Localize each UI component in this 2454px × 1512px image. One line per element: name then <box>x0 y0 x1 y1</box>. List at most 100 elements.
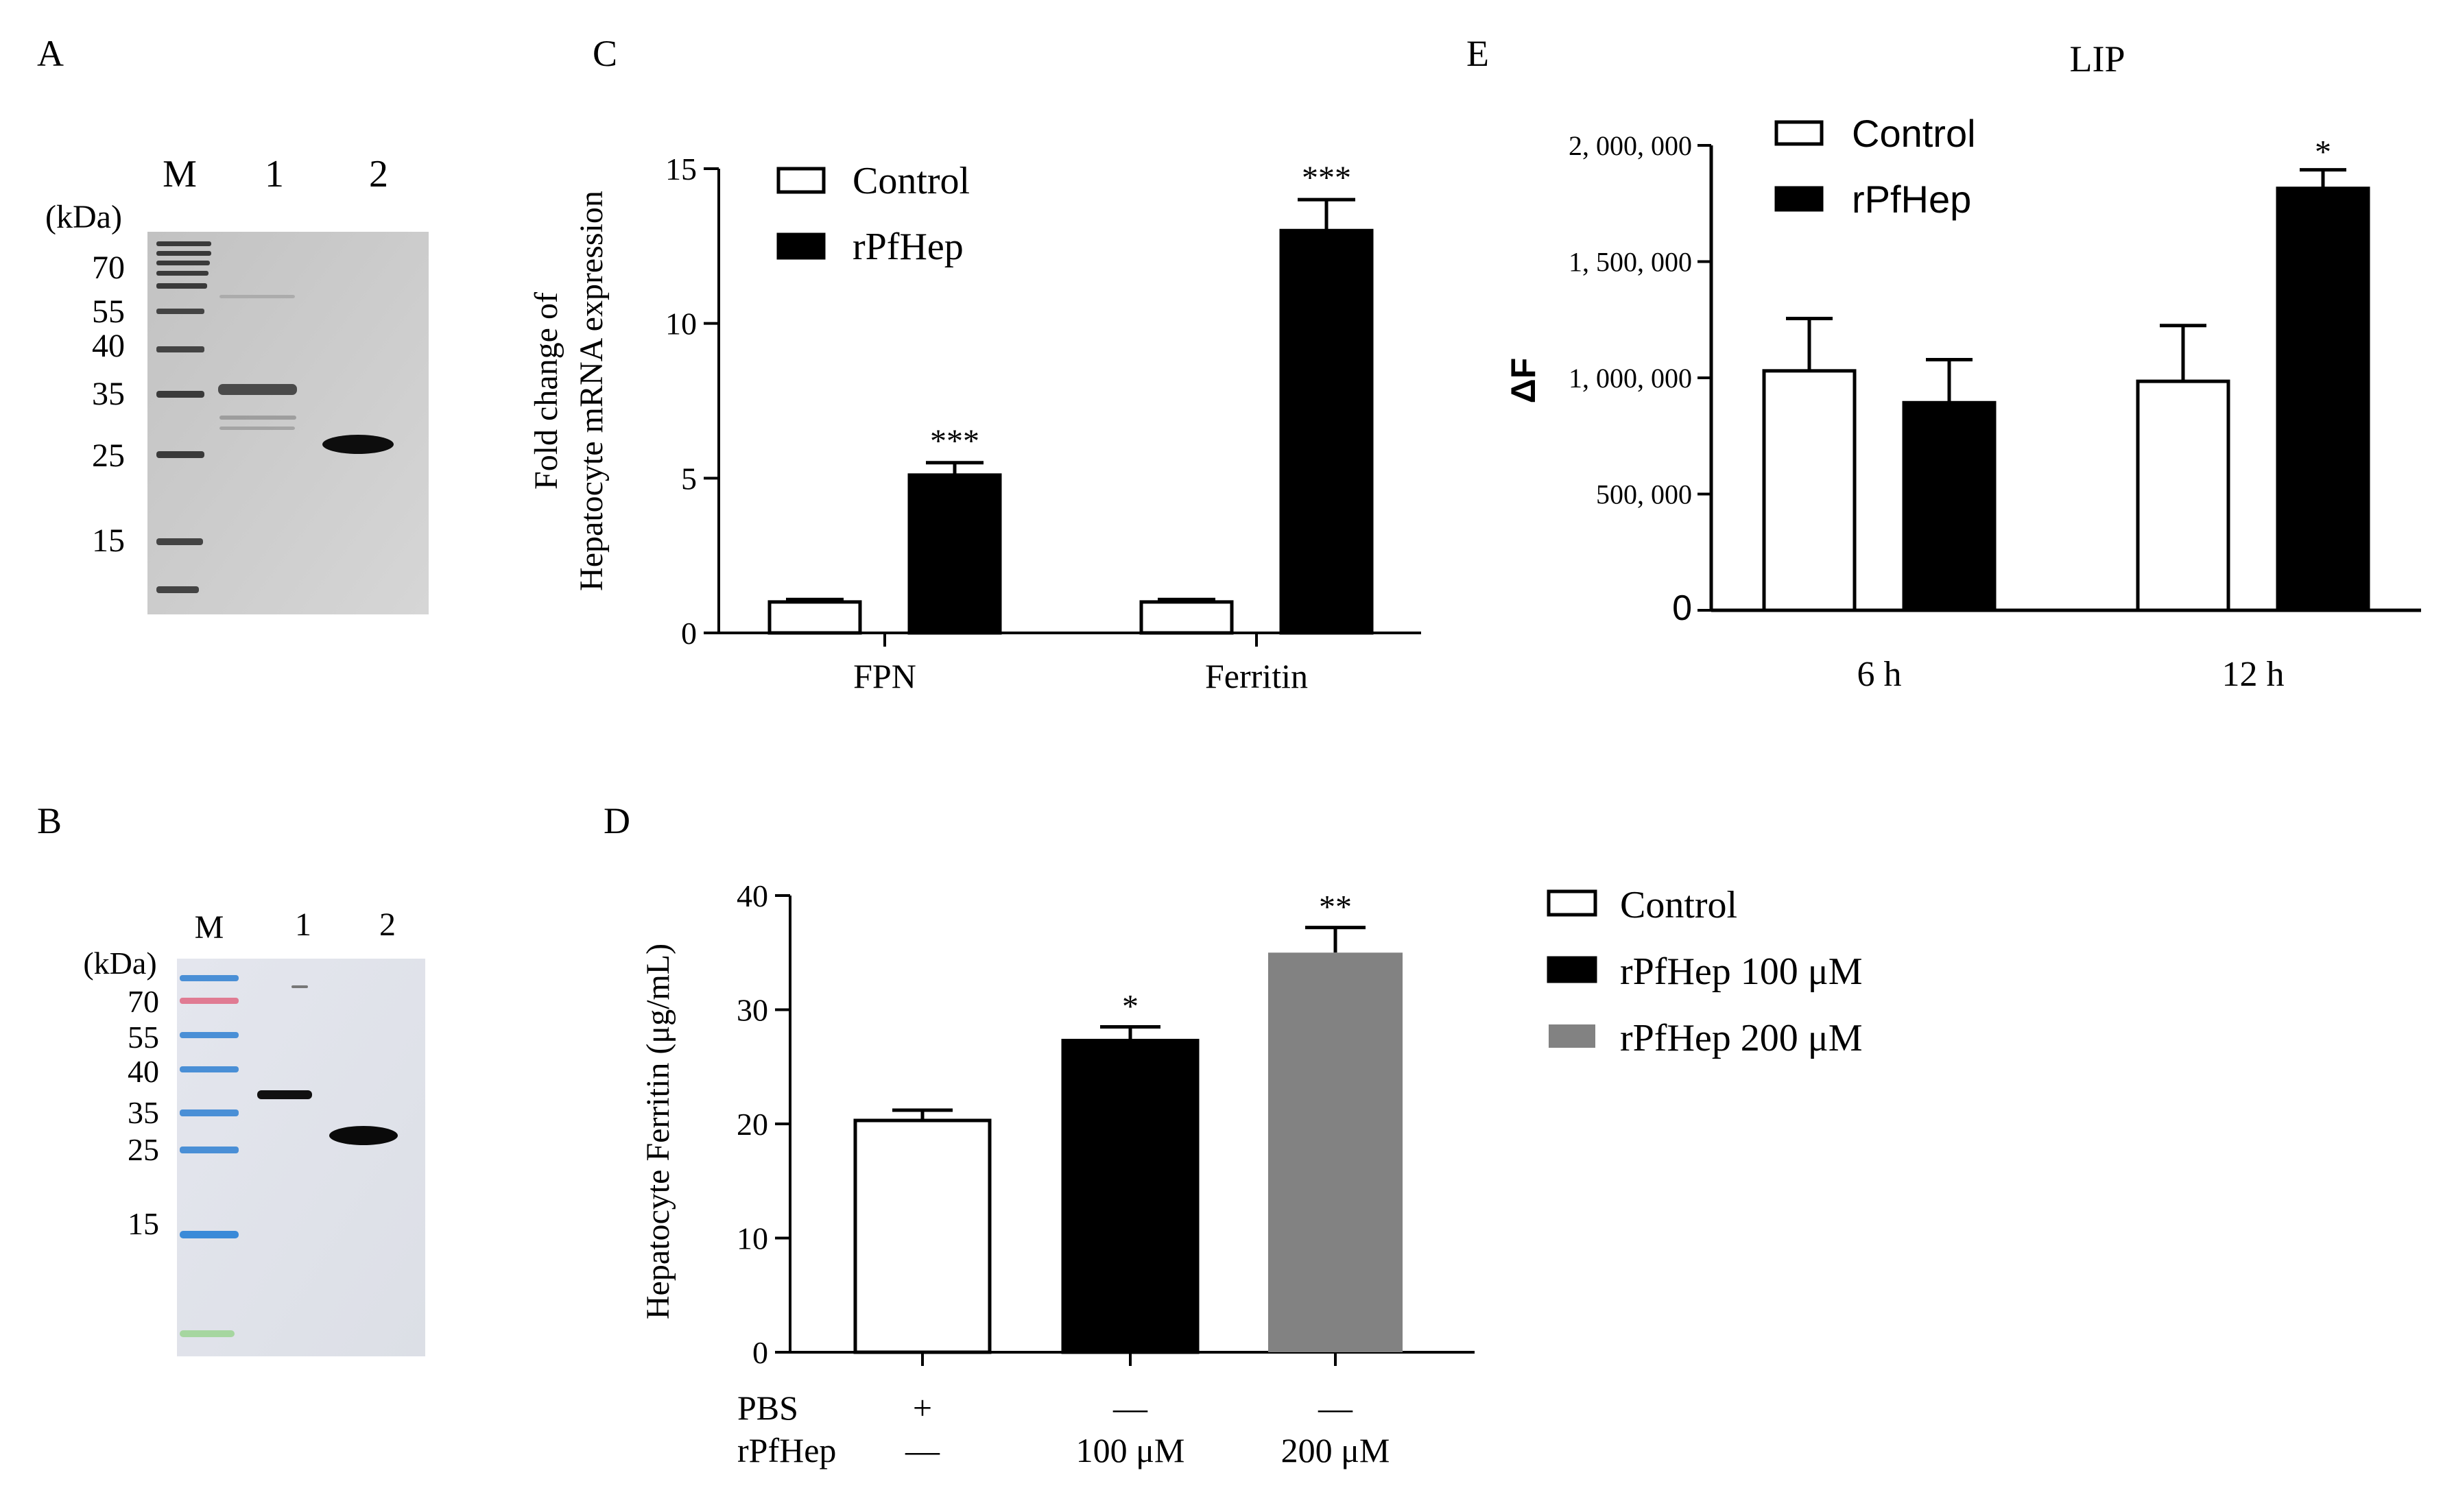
gel-a-marker-70: 70 <box>92 250 125 286</box>
chart-d-condition-value: 100 μM <box>1076 1431 1185 1469</box>
panel-label-a: A <box>37 33 64 74</box>
chart-d-condition-row-label: PBS <box>737 1389 798 1427</box>
chart-e-bar-rpfhep <box>1902 400 1997 612</box>
gel-panel-a: M 1 2 (kDa) 70 55 40 35 25 15 <box>45 153 429 614</box>
gel-a-unit: (kDa) <box>45 199 122 235</box>
gel-a-lane1-bands <box>218 295 297 430</box>
gel-a-marker-55: 55 <box>92 293 125 330</box>
chart-e-bar-rpfhep <box>2276 187 2370 612</box>
gel-a-background <box>147 232 429 614</box>
gel-a-marker-15: 15 <box>92 523 125 559</box>
chart-d-ytick-label: 10 <box>737 1221 768 1256</box>
chart-d-sig-label: ** <box>1319 889 1352 926</box>
blot-b-lane2-bands <box>329 1126 398 1145</box>
chart-e-xtick-label: 12 h <box>2222 655 2285 694</box>
chart-e-ytick-label: 2, 000, 000 <box>1569 130 1692 161</box>
chart-e-legend-label: Control <box>1852 112 1976 155</box>
blot-b-lane-1: 1 <box>295 907 311 943</box>
chart-c-xtick-label: Ferritin <box>1205 657 1308 695</box>
chart-c-ytick-label: 5 <box>681 461 697 496</box>
chart-d-ytick-label: 40 <box>737 878 768 913</box>
chart-e-legend-label: rPfHep <box>1852 178 1971 221</box>
chart-d-legend-swatch <box>1547 956 1597 983</box>
chart-d-condition-row-label: rPfHep <box>737 1431 836 1469</box>
chart-c-bar-rpfhep <box>907 473 1002 635</box>
blot-panel-b: M 1 2 (kDa) 70 55 40 35 25 15 <box>83 907 425 1356</box>
blot-b-marker-55: 55 <box>128 1020 159 1055</box>
chart-c-ylabel-line1: Fold change of <box>528 292 564 490</box>
chart-c-xtick-label: FPN <box>853 657 916 695</box>
chart-d-ytick-label: 20 <box>737 1107 768 1142</box>
chart-c-bar-control <box>1139 600 1234 635</box>
chart-c-ytick-label: 15 <box>665 152 697 187</box>
chart-c-legend-swatch-rpfhep <box>776 232 826 260</box>
chart-c-legend-label: Control <box>853 160 970 202</box>
blot-b-lane-2: 2 <box>379 907 396 943</box>
chart-c-bar-control <box>767 600 862 635</box>
chart-d-condition-value: 200 μM <box>1281 1431 1390 1469</box>
chart-e: LIP ΔF 0 500, 000 1, 000, 000 1, 500, 000 2,… <box>1504 38 2421 694</box>
chart-e-bar-control <box>2136 379 2230 612</box>
chart-d-ytick-label: 0 <box>752 1335 768 1370</box>
chart-d-condition-value: — <box>1318 1389 1353 1427</box>
chart-c-bar-rpfhep <box>1279 228 1374 635</box>
chart-d-condition-value: — <box>1112 1389 1148 1427</box>
panel-label-c: C <box>593 33 617 74</box>
chart-e-bar-control <box>1762 369 1857 612</box>
chart-d: Hepatocyte Ferritin (μg/mL) 010203040***… <box>640 878 1863 1469</box>
gel-a-marker-35: 35 <box>92 376 125 412</box>
blot-b-unit: (kDa) <box>83 946 156 981</box>
blot-b-lane1-bands <box>257 985 312 1099</box>
chart-c-ytick-label: 0 <box>681 616 697 651</box>
gel-a-marker-25: 25 <box>92 437 125 474</box>
chart-d-condition-value: — <box>905 1431 940 1469</box>
blot-b-marker-35: 35 <box>128 1095 159 1130</box>
gel-a-ladder <box>156 241 211 593</box>
chart-d-condition-value: + <box>913 1389 932 1427</box>
chart-d-sig-label: * <box>1122 988 1139 1024</box>
chart-e-legend-swatch-control <box>1774 120 1824 146</box>
chart-d-legend-label: Control <box>1620 884 1737 926</box>
gel-a-lane-2: 2 <box>369 153 388 195</box>
chart-c-ytick-label: 10 <box>665 307 697 341</box>
chart-e-sig-label: * <box>2315 134 2331 171</box>
blot-b-ladder <box>180 975 239 1337</box>
chart-e-legend-swatch-rpfhep <box>1774 186 1824 212</box>
chart-e-xtick-label: 6 h <box>1857 655 1902 694</box>
gel-a-lane-1: 1 <box>265 153 284 195</box>
chart-e-title: LIP <box>2070 38 2125 80</box>
chart-c-sig-label: *** <box>930 423 979 459</box>
blot-b-marker-70: 70 <box>128 984 159 1019</box>
chart-c-legend-swatch-control <box>776 167 826 194</box>
chart-e-ytick-label: 1, 000, 000 <box>1569 363 1692 394</box>
panel-label-b: B <box>37 800 62 841</box>
panel-label-e: E <box>1466 33 1489 74</box>
gel-a-marker-40: 40 <box>92 328 125 364</box>
gel-a-lane2-bands <box>322 435 394 454</box>
blot-b-marker-25: 25 <box>128 1132 159 1167</box>
chart-d-legend-swatch <box>1549 1024 1595 1048</box>
gel-a-lane-m: M <box>163 153 197 195</box>
chart-d-ytick-label: 30 <box>737 993 768 1028</box>
chart-c-sig-label: *** <box>1302 160 1351 196</box>
chart-c-ylabel: Fold change of Hepatocyte mRNA expressio… <box>528 191 610 591</box>
blot-b-background <box>177 959 425 1356</box>
chart-d-bar <box>853 1118 992 1354</box>
chart-e-ytick-label: 1, 500, 000 <box>1569 247 1692 278</box>
chart-d-legend-label: rPfHep 100 μM <box>1620 950 1863 993</box>
chart-c-legend-label: rPfHep <box>853 226 964 268</box>
blot-b-marker-15: 15 <box>128 1206 159 1241</box>
chart-d-bar <box>1061 1038 1200 1354</box>
chart-d-legend-label: rPfHep 200 μM <box>1620 1017 1863 1059</box>
chart-d-ylabel: Hepatocyte Ferritin (μg/mL) <box>640 944 676 1319</box>
blot-b-lane-m: M <box>195 909 224 946</box>
chart-e-ylabel: ΔF <box>1504 358 1542 403</box>
chart-e-ytick-label: 0 <box>1672 588 1692 628</box>
panel-label-d: D <box>604 800 630 841</box>
chart-d-bar <box>1268 952 1403 1352</box>
chart-d-legend-swatch <box>1547 889 1597 917</box>
blot-b-marker-40: 40 <box>128 1054 159 1089</box>
chart-c: Fold change of Hepatocyte mRNA expressio… <box>528 152 1421 695</box>
chart-c-ylabel-line2: Hepatocyte mRNA expression <box>573 191 610 591</box>
